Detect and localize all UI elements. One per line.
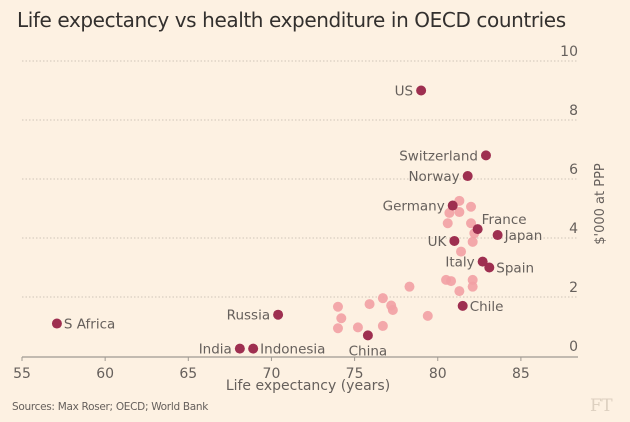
- point-label: Indonesia: [260, 342, 325, 358]
- point-label: UK: [428, 234, 448, 250]
- data-point-germany: [447, 200, 458, 211]
- x-tick-label: 55: [13, 366, 31, 382]
- point-label: France: [482, 212, 527, 228]
- gridlines: [22, 60, 578, 298]
- x-tick-label: 75: [346, 366, 364, 382]
- axes: 0 2 4 6 8 10 55 60 65 70 75 80 85: [13, 44, 578, 382]
- data-point: [454, 286, 465, 297]
- y-tick-label: 2: [569, 280, 578, 296]
- y-tick-label: 10: [560, 44, 578, 60]
- x-tick-label: 65: [179, 366, 197, 382]
- point-label: Italy: [445, 255, 474, 271]
- data-point: [332, 301, 343, 312]
- data-point-norway: [462, 171, 473, 182]
- point-label: Spain: [496, 261, 534, 277]
- point-label: Chile: [470, 299, 504, 315]
- data-point: [466, 201, 477, 212]
- point-label: S Africa: [64, 317, 115, 333]
- data-point-japan: [492, 230, 503, 241]
- data-point: [364, 299, 375, 310]
- y-tick-label: 0: [569, 339, 578, 355]
- data-point: [442, 218, 453, 229]
- data-point: [467, 281, 478, 292]
- point-label: Norway: [408, 169, 459, 185]
- y-tick-label: 4: [569, 221, 578, 237]
- data-point: [422, 310, 433, 321]
- point-label: Germany: [383, 199, 445, 215]
- chart-title: Life expectancy vs health expenditure in…: [17, 8, 566, 32]
- data-point-us: [416, 85, 427, 96]
- data-point: [456, 246, 467, 257]
- data-point: [336, 313, 347, 324]
- data-point: [387, 304, 398, 315]
- point-label: Switzerland: [399, 148, 478, 164]
- data-point: [446, 276, 457, 287]
- data-point-s-africa: [51, 318, 62, 329]
- x-axis-label: Life expectancy (years): [226, 378, 390, 394]
- data-point-uk: [449, 235, 460, 246]
- data-point: [377, 293, 388, 304]
- data-point: [352, 322, 363, 333]
- ft-logo: FT: [590, 396, 613, 416]
- point-label: US: [395, 84, 413, 100]
- point-label: China: [349, 343, 388, 359]
- data-point-indonesia: [248, 343, 259, 354]
- data-point: [404, 281, 415, 292]
- point-label: India: [199, 342, 232, 358]
- point-label: Russia: [227, 308, 270, 324]
- x-tick-label: 60: [96, 366, 114, 382]
- data-point-spain: [484, 262, 495, 273]
- data-point: [332, 323, 343, 334]
- y-axis-label: $'000 at PPP: [593, 163, 608, 245]
- x-tick-label: 70: [263, 366, 281, 382]
- data-point: [377, 320, 388, 331]
- data-point: [466, 218, 477, 229]
- source-note: Sources: Max Roser; OECD; World Bank: [12, 401, 209, 413]
- data-point-chile: [457, 300, 468, 311]
- data-point-italy: [477, 256, 488, 267]
- y-tick-label: 8: [569, 103, 578, 119]
- x-tick-label: 85: [512, 366, 530, 382]
- data-point-china: [362, 330, 373, 341]
- point-label: Japan: [504, 228, 543, 244]
- y-tick-label: 6: [569, 162, 578, 178]
- data-point: [467, 236, 478, 247]
- x-tick-label: 80: [429, 366, 447, 382]
- data-point-russia: [273, 309, 284, 320]
- data-point-switzerland: [480, 150, 491, 161]
- data-point-france: [472, 224, 483, 235]
- data-point: [454, 207, 465, 218]
- data-point-india: [234, 343, 245, 354]
